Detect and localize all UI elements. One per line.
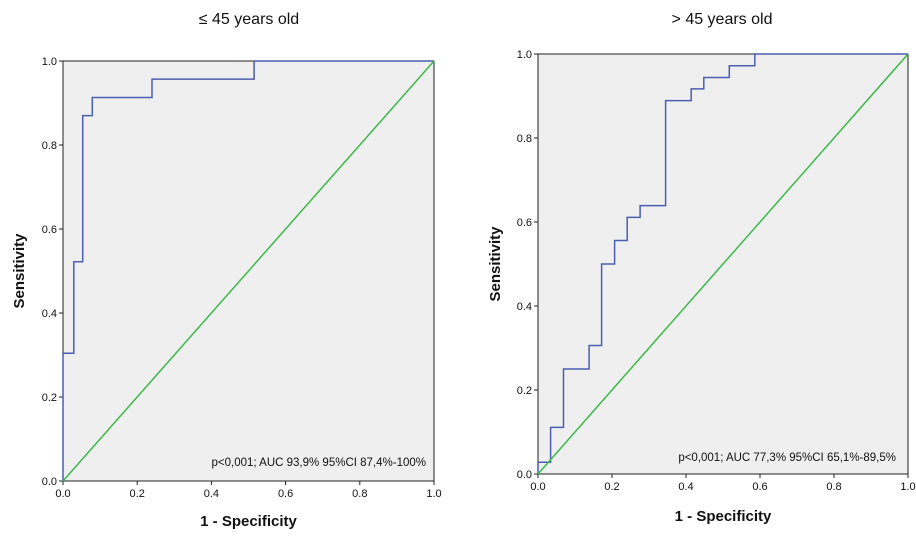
roc-curve-line [62, 60, 434, 481]
x-tick-label: 0.6 [752, 481, 767, 493]
x-tick-label: 1.0 [900, 481, 915, 493]
x-tick-label: 0.4 [678, 481, 693, 493]
x-tick-label: 0.8 [352, 488, 367, 500]
auc-annotation: p<0,001; AUC 77,3% 95%CI 65,1%-89,5% [678, 452, 896, 464]
y-tick-label: 0.0 [517, 469, 532, 481]
x-tick-label: 0.6 [278, 488, 293, 500]
x-tick-label: 0.2 [130, 488, 145, 500]
x-tick-label: 1.0 [426, 488, 441, 500]
x-tick-label: 0.8 [826, 481, 841, 493]
x-axis-label: 1 - Specificity [675, 508, 772, 525]
auc-annotation: p<0,001; AUC 93,9% 95%CI 87,4%-100% [212, 457, 427, 469]
x-tick-label: 0.0 [55, 488, 70, 500]
x-axis-label: 1 - Specificity [200, 513, 297, 530]
y-tick-label: 0.2 [42, 392, 57, 404]
roc-chart-left: 0.0 0.2 0.4 0.6 0.8 1.0 0.0 0.2 0.4 0.6 0.8 1.0 1 - … [11, 56, 442, 530]
y-tick-label: 0.0 [42, 476, 57, 488]
reference-diagonal-line [537, 53, 909, 475]
y-tick-label: 0.8 [517, 133, 532, 145]
y-tick-label: 1.0 [517, 49, 532, 61]
roc-chart-right: 0.0 0.2 0.4 0.6 0.8 1.0 0.0 0.2 0.4 0.6 0.8 1.0 1 - … [487, 49, 916, 525]
y-tick-label: 0.4 [42, 308, 57, 320]
chart-title-right: > 45 years old [671, 11, 773, 28]
x-tick-label: 0.4 [204, 488, 219, 500]
chart-title-left: ≤ 45 years old [198, 11, 300, 28]
x-tick-label: 0.0 [530, 481, 545, 493]
reference-diagonal-line [62, 60, 435, 482]
y-tick-label: 0.2 [517, 385, 532, 397]
y-tick-label: 0.4 [517, 301, 532, 313]
roc-curve-line [537, 53, 908, 474]
y-axis-label: Sensitivity [11, 233, 28, 309]
y-tick-label: 0.8 [42, 140, 57, 152]
y-tick-label: 0.6 [42, 224, 57, 236]
y-tick-label: 1.0 [42, 56, 57, 68]
x-tick-label: 0.2 [604, 481, 619, 493]
y-tick-label: 0.6 [517, 217, 532, 229]
y-axis-label: Sensitivity [487, 226, 504, 302]
